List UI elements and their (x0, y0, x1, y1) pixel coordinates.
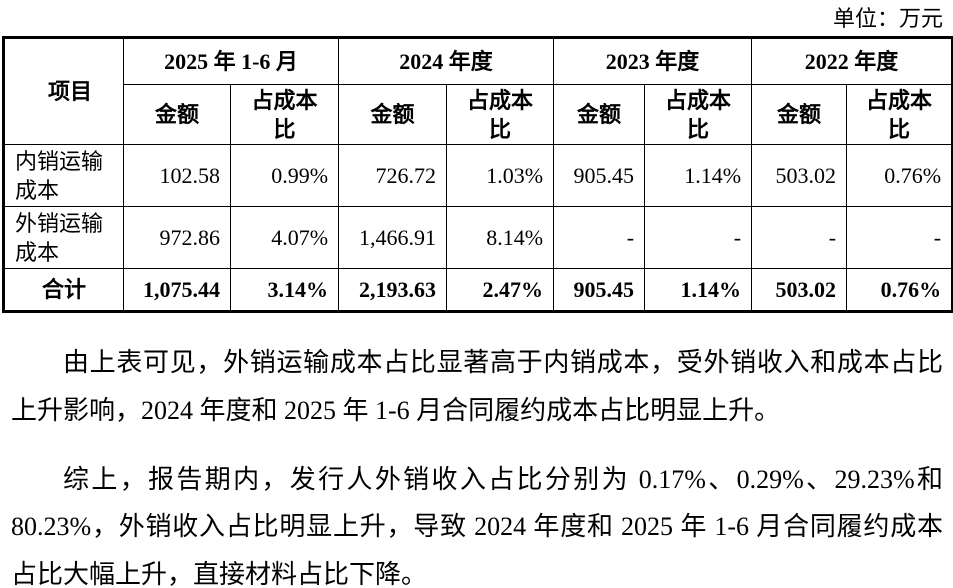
table-cell-value: 0.76% (846, 144, 953, 208)
table-cell-value: 4.07% (229, 206, 340, 270)
table-header-period-row: 项目 2025 年 1-6 月 2024 年度 2023 年度 2022 年度 (3, 37, 953, 146)
table-header-sub-row: 金额 占成本比 金额 占成本比 金额 占成本比 金额 占成本比 (4, 84, 953, 146)
table-cell-value: 1.03% (446, 144, 555, 208)
table-row-export: 外销运输成本 972.86 4.07% 1,466.91 8.14% - - -… (3, 206, 953, 270)
table-cell-value: 503.02 (751, 268, 848, 313)
table-cell-value: 1,075.44 (123, 268, 231, 313)
table-cell-value: 0.76% (846, 268, 953, 313)
table-cell-value: - (553, 206, 646, 270)
table-cell-value: - (846, 206, 953, 270)
ratio-header-text: 占成本比 (665, 87, 732, 142)
table-cell-value: 1.14% (644, 144, 753, 208)
ratio-header: 占成本比 (446, 84, 555, 146)
table-row-total: 合计 1,075.44 3.14% 2,193.63 2.47% 905.45 … (3, 268, 953, 313)
table-cell-value: 1,466.91 (338, 206, 448, 270)
amount-header: 金额 (123, 84, 231, 146)
table-cell-value: 0.99% (229, 144, 340, 208)
paragraph-summary-2: 综上，报告期内，发行人外销收入占比分别为 0.17%、0.29%、29.23%和… (11, 465, 943, 588)
table-cell-value: - (751, 206, 848, 270)
ratio-header-text: 占成本比 (866, 87, 933, 142)
table-cell-value: 972.86 (123, 206, 231, 270)
period-header-2024: 2024 年度 (338, 37, 555, 86)
period-header-2022: 2022 年度 (751, 37, 953, 86)
table-cell-value: 905.45 (553, 268, 646, 313)
table-cell-value: 2,193.63 (338, 268, 448, 313)
table-cell-value: - (644, 206, 753, 270)
row-label: 外销运输成本 (3, 206, 124, 270)
row-label: 内销运输成本 (3, 144, 124, 208)
ratio-header-text: 占成本比 (467, 87, 534, 142)
cost-table: 项目 2025 年 1-6 月 2024 年度 2023 年度 2022 年度 … (2, 36, 953, 314)
table-cell-value: 503.02 (751, 144, 848, 208)
table-cell-value: 3.14% (229, 268, 340, 313)
ratio-header: 占成本比 (846, 84, 953, 146)
period-header-2023: 2023 年度 (553, 37, 753, 86)
ratio-header: 占成本比 (644, 84, 753, 146)
table-row-domestic: 内销运输成本 102.58 0.99% 726.72 1.03% 905.45 … (3, 144, 953, 208)
ratio-header: 占成本比 (229, 84, 340, 146)
table-cell-value: 726.72 (338, 144, 448, 208)
table-cell-value: 102.58 (123, 144, 231, 208)
paragraph-summary-1: 由上表可见，外销运输成本占比显著高于内销成本，受外销收入和成本占比上升影响，20… (11, 348, 943, 425)
unit-label: 单位：万元 (832, 6, 943, 31)
analysis-text: 由上表可见，外销运输成本占比显著高于内销成本，受外销收入和成本占比上升影响，20… (11, 339, 943, 588)
table-cell-value: 905.45 (553, 144, 646, 208)
table-cell-value: 2.47% (446, 268, 555, 313)
amount-header: 金额 (338, 84, 448, 146)
table-cell-value: 1.14% (644, 268, 753, 313)
amount-header: 金额 (553, 84, 646, 146)
item-column-header: 项目 (3, 37, 124, 146)
amount-header: 金额 (751, 84, 848, 146)
ratio-header-text: 占成本比 (251, 87, 318, 142)
table-cell-value: 8.14% (446, 206, 555, 270)
period-header-2025: 2025 年 1-6 月 (122, 37, 340, 86)
total-row-label: 合计 (3, 268, 124, 313)
